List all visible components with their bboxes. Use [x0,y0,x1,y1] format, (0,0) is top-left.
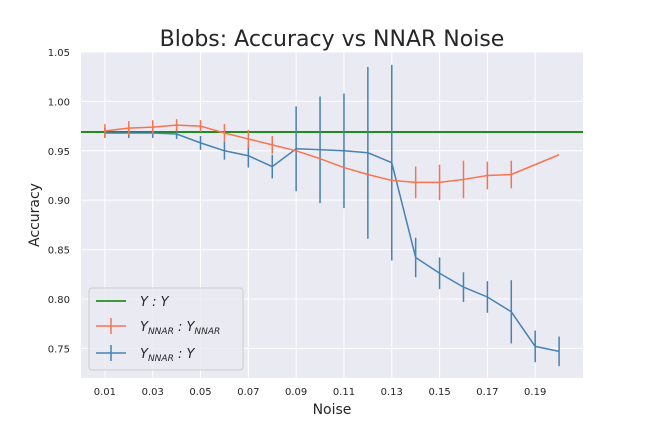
x-tick-label: 0.05 [189,387,211,398]
x-tick-label: 0.01 [94,387,116,398]
series-nnar-y [104,64,560,367]
y-tick-label: 0.90 [48,196,70,207]
y-tick-label: 0.85 [48,246,70,257]
y-tick-label: 0.75 [48,344,70,355]
series-line-nnar-nnar [104,124,560,184]
x-tick-label: 0.13 [381,387,403,398]
x-tick-label: 0.09 [285,387,307,398]
series-line-nnar-y [104,132,560,353]
series-nnar-nnar [104,119,560,201]
legend-box [88,287,244,371]
y-tick-label: 0.95 [48,147,70,158]
y-axis-label: Accuracy [27,183,43,247]
x-tick-label: 0.03 [142,387,164,398]
ticks-layer: 0.01 0.03 0.05 0.07 0.09 0.11 0.13 0.15 0.17 0.19… [48,48,547,398]
legend: Y : Y YNNAR : YNNAR YNNAR : Y [88,287,244,371]
x-tick-label: 0.19 [524,387,546,398]
x-tick-label: 0.17 [476,387,498,398]
x-tick-label: 0.07 [237,387,259,398]
chart-title: Blobs: Accuracy vs NNAR Noise [160,27,505,52]
x-tick-label: 0.15 [428,387,450,398]
y-tick-label: 0.80 [48,295,70,306]
y-tick-label: 1.05 [48,48,70,59]
y-tick-label: 1.00 [48,97,70,108]
legend-label-hline: Y : Y [140,295,170,310]
x-axis-label: Noise [313,402,352,418]
x-tick-label: 0.11 [333,387,355,398]
series-layer [81,64,583,367]
